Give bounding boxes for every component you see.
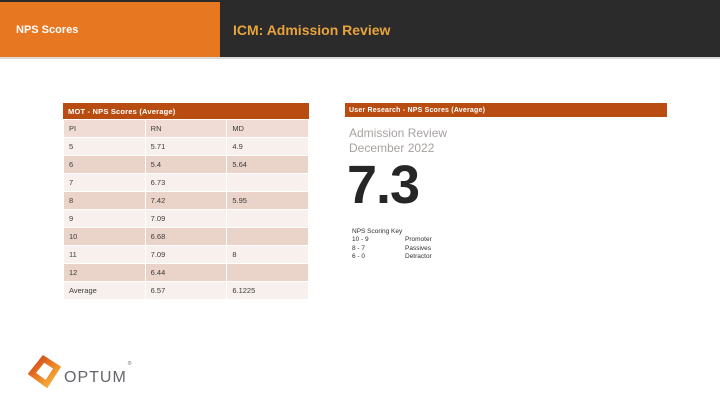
- table-cell: 6.57: [144, 281, 228, 300]
- scoring-key-row: 8 - 7 Passives: [352, 245, 432, 254]
- table-cell: [226, 263, 309, 282]
- table-cell: 6.1225: [226, 281, 309, 300]
- table-header: PI RN MD: [63, 119, 309, 138]
- table-body: 5 5.71 4.9 6 5.4 5.64 7 6.73 8 7.42 5.95 9 7.09 10 6.6…: [63, 137, 309, 300]
- scoring-key-title: NPS Scoring Key: [352, 228, 403, 235]
- scoring-key-row: 10 - 9 Promoter: [352, 236, 432, 245]
- table-row: 5 5.71 4.9: [63, 137, 309, 156]
- table-cell: 5.64: [226, 155, 309, 174]
- table-row: Average 6.57 6.1225: [63, 281, 309, 300]
- column-header: RN: [144, 119, 228, 138]
- user-research-title-bar: User Research - NPS Scores (Average): [345, 103, 667, 117]
- key-label: Passives: [405, 244, 432, 252]
- table-cell: 7: [63, 173, 146, 192]
- registered-mark: ®: [127, 361, 133, 367]
- optum-logo-mark: [28, 355, 61, 388]
- scoring-key-rows: 10 - 9 Promoter 8 - 7 Passives 6 - 0 Detracto…: [352, 236, 432, 262]
- review-subtitle-line2: December 2022: [349, 141, 435, 155]
- table-cell: [226, 227, 309, 246]
- mot-nps-table-section: MOT - NPS Scores (Average) PI RN MD 5 5.71 4…: [63, 103, 309, 300]
- key-label: Promoter: [405, 236, 432, 243]
- table-cell: 8: [226, 245, 309, 264]
- review-subtitle: Admission Review December 2022: [349, 126, 447, 156]
- header-shadow-line: [0, 57, 720, 59]
- optum-logo-text: OPTUM®: [64, 361, 133, 386]
- column-header: PI: [63, 119, 146, 138]
- table-cell: Average: [63, 281, 146, 300]
- table-cell: 6.73: [144, 173, 228, 192]
- table-cell: 5.95: [226, 191, 309, 210]
- table-cell: 10: [63, 227, 146, 246]
- nps-score-value: 7.3: [347, 155, 420, 215]
- key-range: 8 - 7: [352, 244, 366, 252]
- top-edge-line: [0, 0, 720, 2]
- review-subtitle-line1: Admission Review: [349, 126, 448, 140]
- table-row: 12 6.44: [63, 263, 309, 282]
- table-row: 10 6.68: [63, 227, 309, 246]
- key-range: 6 - 0: [352, 253, 366, 260]
- table-row: 8 7.42 5.95: [63, 191, 309, 210]
- header-tab-nps-scores: NPS Scores: [0, 2, 220, 57]
- table-cell: 7.42: [144, 191, 228, 210]
- table-cell: 8: [63, 191, 146, 210]
- table-cell: 7.09: [144, 245, 228, 264]
- column-header: MD: [226, 119, 309, 138]
- table-cell: 12: [63, 263, 146, 282]
- table-cell: [226, 173, 309, 192]
- table-cell: 6.44: [144, 263, 228, 282]
- header-title-bar: ICM: Admission Review: [220, 2, 720, 57]
- table-cell: [226, 209, 309, 228]
- page-title: ICM: Admission Review: [233, 21, 391, 38]
- header-tab-label: NPS Scores: [16, 23, 79, 36]
- key-range: 10 - 9: [352, 236, 369, 243]
- user-research-title: User Research - NPS Scores (Average): [349, 106, 486, 114]
- mot-nps-table: PI RN MD 5 5.71 4.9 6 5.4 5.64 7 6.73 8 7.42 5.95 9 7.…: [63, 119, 309, 300]
- table-row: 9 7.09: [63, 209, 309, 228]
- table-cell: 4.9: [226, 137, 309, 156]
- table-cell: 9: [63, 209, 146, 228]
- table-row: 11 7.09 8: [63, 245, 309, 264]
- nps-scoring-key: NPS Scoring Key 10 - 9 Promoter 8 - 7 Passi…: [352, 227, 432, 262]
- mot-table-title: MOT - NPS Scores (Average): [63, 103, 309, 119]
- table-row: 6 5.4 5.64: [63, 155, 309, 174]
- optum-logo: OPTUM®: [28, 355, 133, 388]
- scoring-key-row: 6 - 0 Detractor: [352, 253, 432, 262]
- table-header-row: PI RN MD: [63, 119, 309, 138]
- table-cell: 5.4: [144, 155, 228, 174]
- table-row: 7 6.73: [63, 173, 309, 192]
- key-label: Detractor: [405, 253, 432, 260]
- table-cell: 5.71: [144, 137, 228, 156]
- table-cell: 7.09: [144, 209, 228, 228]
- table-cell: 6.68: [144, 227, 228, 246]
- table-cell: 6: [63, 155, 146, 174]
- table-cell: 11: [63, 245, 146, 264]
- table-cell: 5: [63, 137, 146, 156]
- header-bar: NPS Scores ICM: Admission Review: [0, 2, 720, 57]
